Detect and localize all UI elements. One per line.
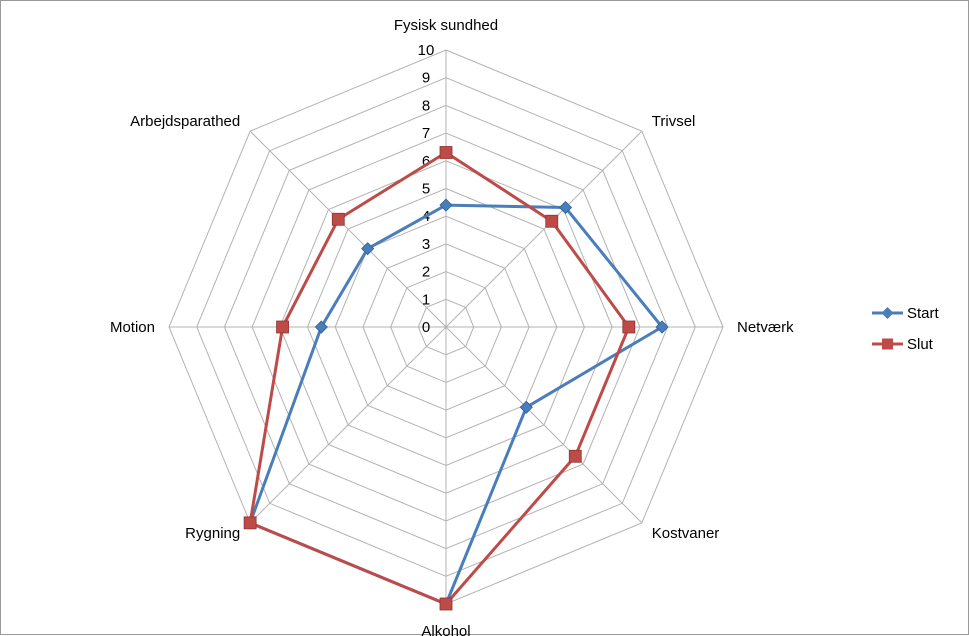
category-label: Kostvaner xyxy=(652,525,720,542)
point-start xyxy=(655,320,669,334)
point-slut xyxy=(439,146,453,159)
point-slut xyxy=(243,516,257,530)
series-plot xyxy=(243,146,669,611)
tick-label: 6 xyxy=(422,153,430,170)
tick-label: 5 xyxy=(422,181,430,198)
point-slut xyxy=(276,320,289,334)
category-label: Fysisk sundhed xyxy=(394,17,498,34)
point-slut xyxy=(622,320,636,334)
tick-label: 0 xyxy=(422,319,430,336)
legend: Start Slut xyxy=(872,305,940,353)
point-start xyxy=(314,320,328,334)
legend-label-slut: Slut xyxy=(907,336,934,353)
point-start xyxy=(558,200,573,215)
category-label: Rygning xyxy=(185,525,240,542)
tick-label: 3 xyxy=(422,236,430,253)
point-start xyxy=(361,242,375,256)
point-start xyxy=(519,400,533,414)
grid-spoke xyxy=(249,130,447,328)
category-label: Trivsel xyxy=(652,113,696,130)
category-label: Motion xyxy=(110,319,155,336)
tick-label: 2 xyxy=(422,264,430,281)
series-line-slut xyxy=(248,150,631,606)
tick-label: 9 xyxy=(422,70,430,87)
category-label: Netværk xyxy=(737,319,794,336)
radar-grid xyxy=(168,49,724,605)
category-label: Arbejdsparathed xyxy=(130,113,240,130)
point-start xyxy=(439,198,453,212)
category-labels: Fysisk sundhed Trivsel Netværk Kostvaner Alk… xyxy=(110,17,794,636)
legend-label-start: Start xyxy=(907,305,940,322)
point-slut xyxy=(568,449,582,463)
tick-label: 1 xyxy=(422,291,430,308)
tick-label: 7 xyxy=(422,125,430,142)
point-slut xyxy=(331,212,345,226)
legend-marker-start xyxy=(881,307,894,319)
tick-label: 10 xyxy=(418,42,435,59)
legend-marker-slut xyxy=(882,338,893,350)
point-slut xyxy=(545,214,559,228)
grid-spoke xyxy=(249,326,447,524)
point-slut xyxy=(439,597,453,611)
grid-spoke xyxy=(445,130,643,328)
grid-spoke xyxy=(445,326,643,524)
category-label: Alkohol xyxy=(421,623,470,636)
tick-label: 8 xyxy=(422,97,430,114)
